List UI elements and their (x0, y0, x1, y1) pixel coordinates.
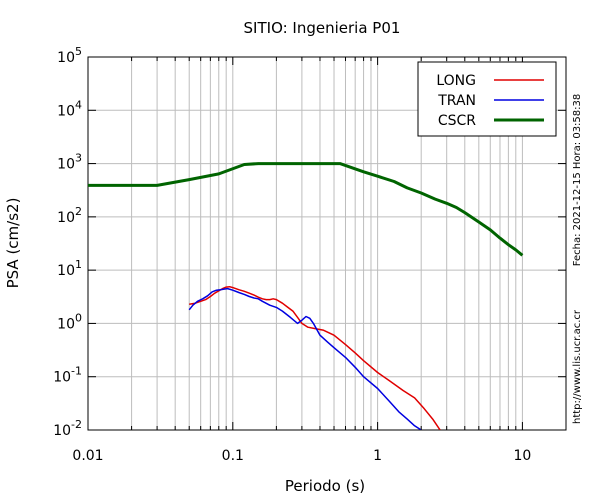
x-tick-label: 0.01 (72, 448, 103, 464)
y-tick-exponent: 3 (75, 152, 82, 165)
chart-title: SITIO: Ingenieria P01 (244, 19, 401, 37)
series-long-line (189, 285, 441, 430)
timestamp-label: Fecha: 2021-12-15 Hora: 03:58:38 (572, 94, 583, 267)
x-tick-label: 1 (373, 448, 382, 464)
series-cscr-line (88, 162, 524, 257)
y-tick-exponent: 4 (75, 98, 82, 111)
legend: LONG TRAN CSCR (417, 61, 557, 137)
legend-box (417, 61, 557, 137)
x-tick-labels: 0.01 0.1 1 10 (72, 448, 531, 464)
x-tick-label: 0.1 (222, 448, 244, 464)
y-axis-title: PSA (cm/s2) (4, 198, 22, 289)
plot-frame (87, 56, 567, 431)
y-tick-base: 10 (57, 50, 75, 66)
y-tick-base: 10 (57, 263, 75, 279)
y-tick-exponent: 1 (75, 258, 82, 271)
x-tick-label: 10 (513, 448, 531, 464)
y-tick-label: 105 (57, 45, 82, 66)
y-tick-label: 10-2 (53, 418, 82, 439)
y-tick-base: 10 (57, 157, 75, 173)
y-tick-base: 10 (57, 316, 75, 332)
y-tick-label: 100 (57, 311, 82, 332)
y-tick-exponent: 0 (75, 311, 82, 324)
ticks (88, 56, 566, 431)
y-tick-label: 104 (57, 98, 82, 119)
url-label: http://www.lis.ucr.ac.cr (572, 309, 583, 424)
y-tick-exponent: 5 (75, 45, 82, 58)
series-tran-line (188, 287, 422, 430)
y-tick-label: 10-1 (53, 365, 82, 386)
y-tick-label: 101 (57, 258, 82, 279)
y-tick-label: 102 (57, 205, 82, 226)
y-tick-exponent: -1 (71, 365, 82, 378)
x-axis-title: Periodo (s) (285, 477, 365, 495)
legend-label-tran: TRAN (437, 93, 476, 109)
legend-label-cscr: CSCR (438, 113, 476, 129)
y-tick-base: 10 (53, 370, 71, 386)
y-tick-base: 10 (57, 210, 75, 226)
y-tick-base: 10 (53, 423, 71, 439)
y-tick-base: 10 (57, 103, 75, 119)
y-tick-label: 103 (57, 152, 82, 173)
y-tick-exponent: 2 (75, 205, 82, 218)
series-layer (88, 162, 524, 430)
y-tick-exponent: -2 (71, 418, 82, 431)
legend-label-long: LONG (436, 73, 476, 89)
